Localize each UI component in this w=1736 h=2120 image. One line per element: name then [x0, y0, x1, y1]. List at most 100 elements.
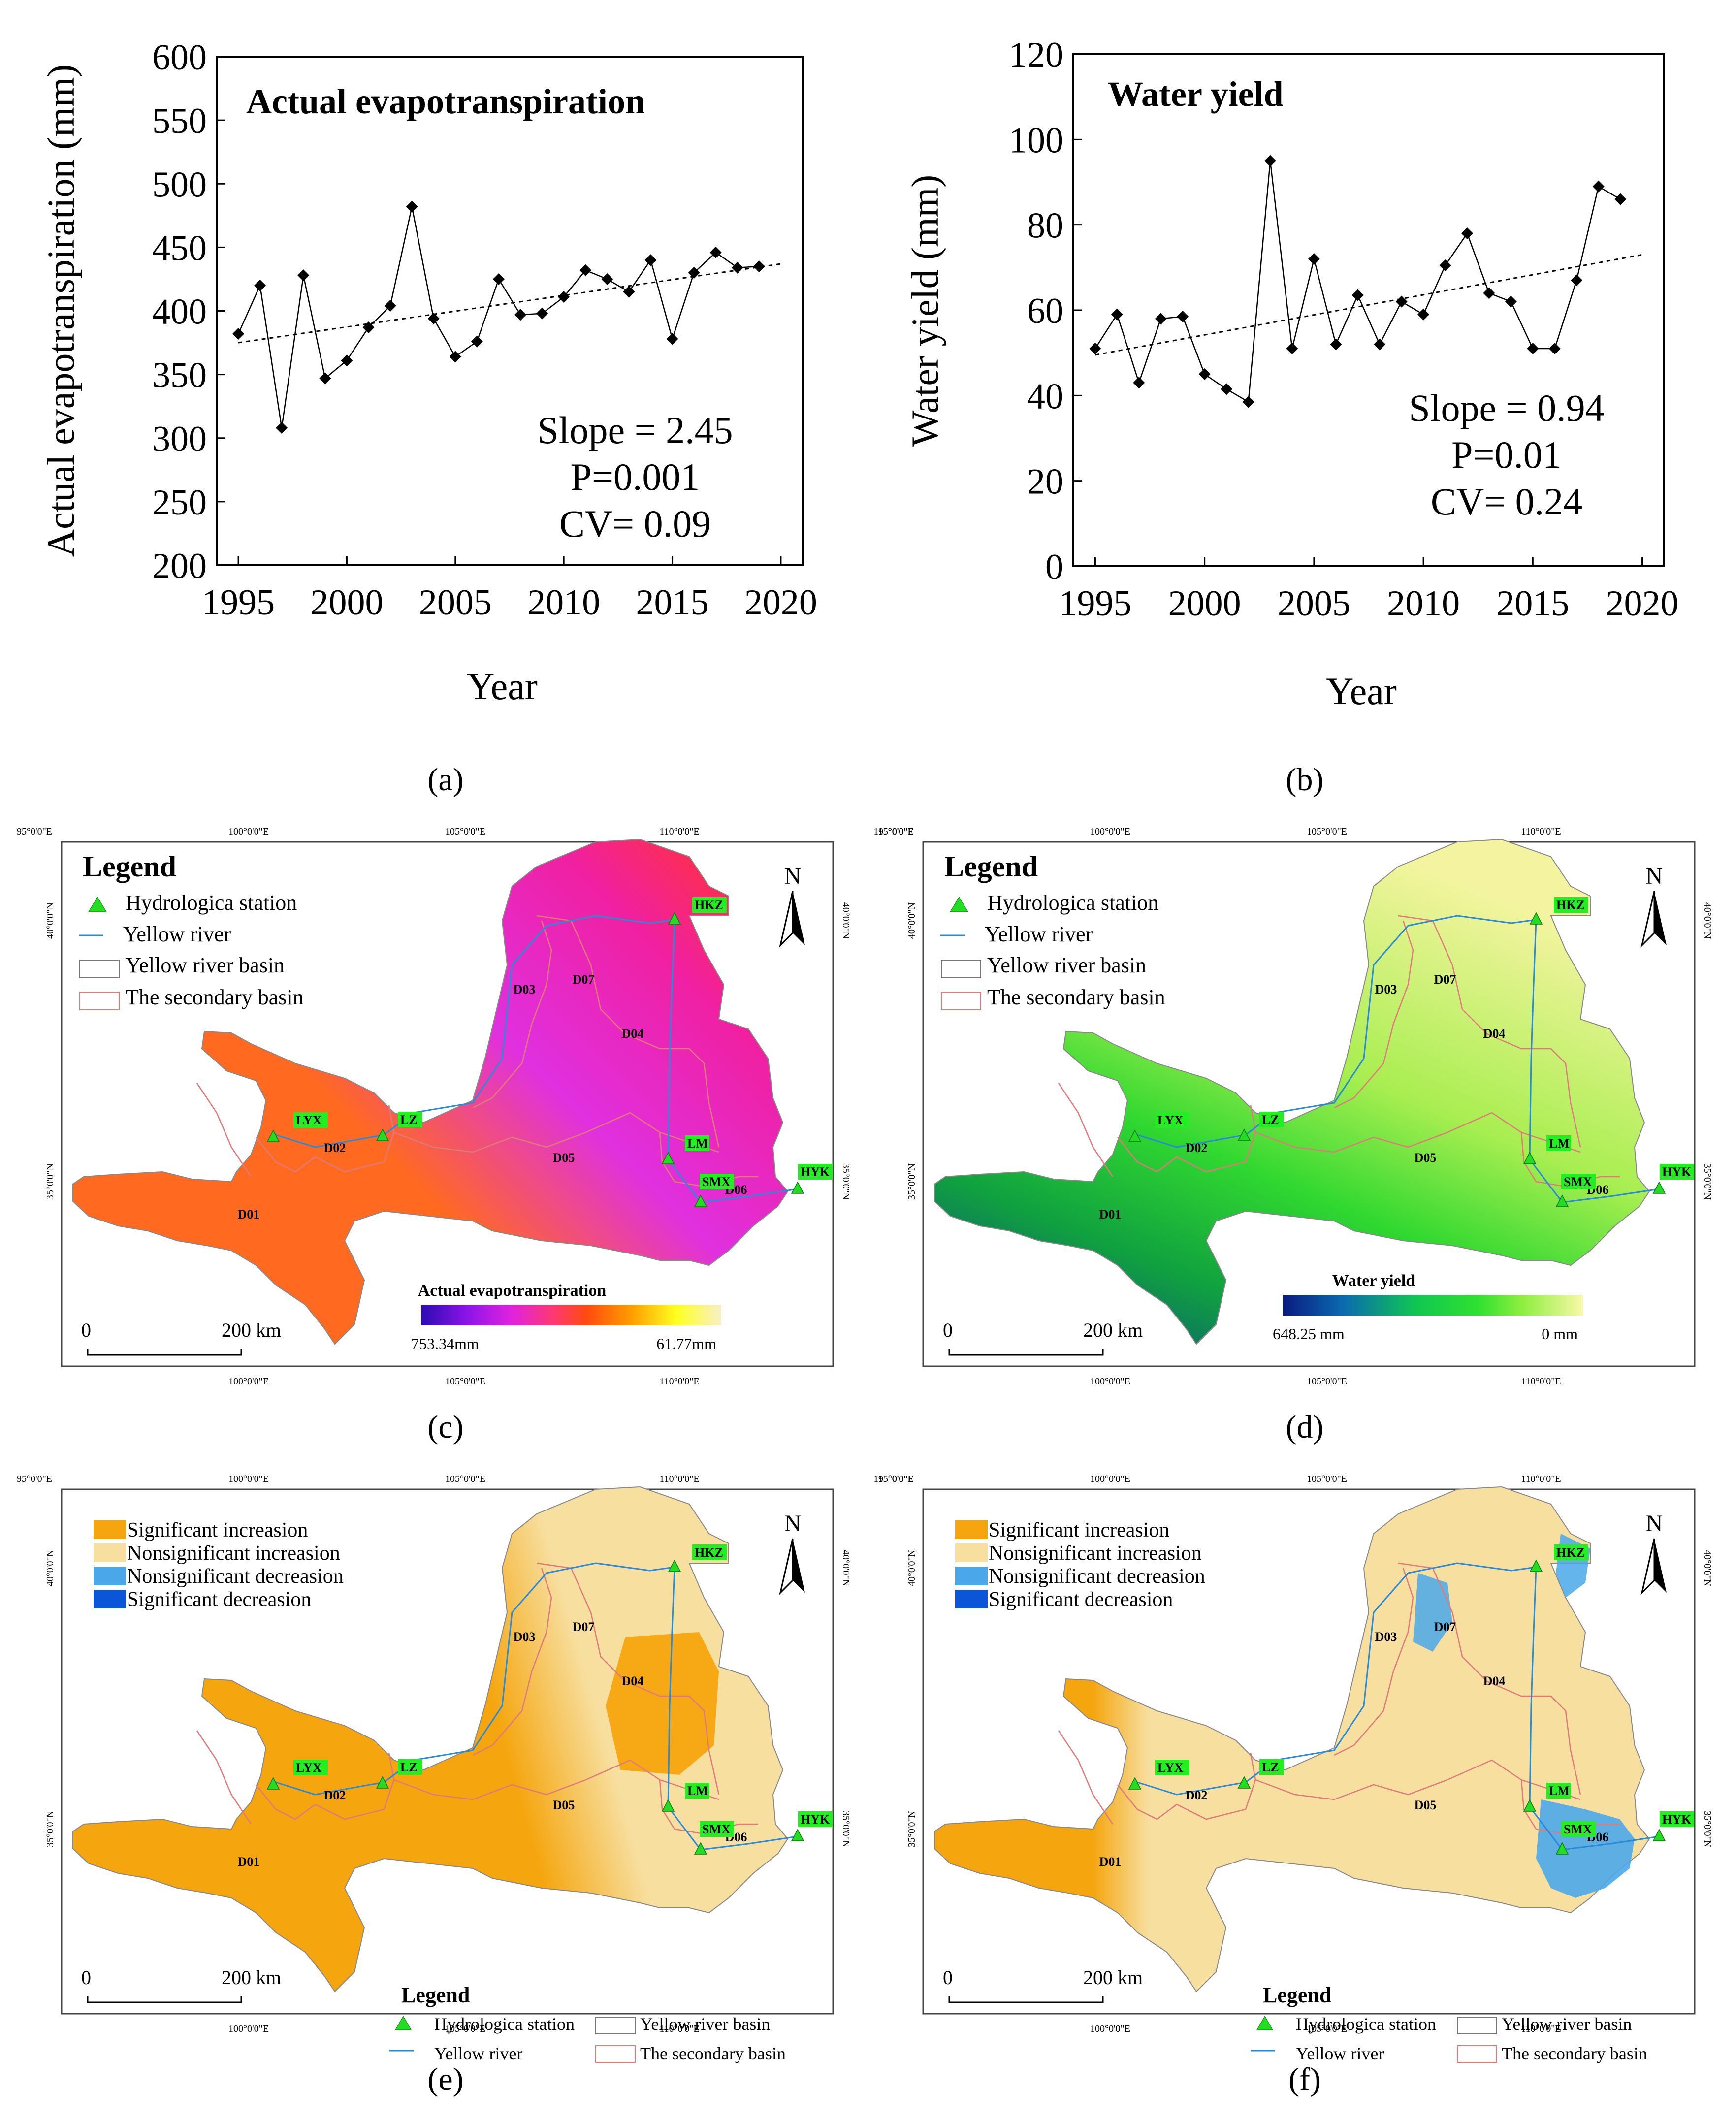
data-point	[449, 351, 461, 363]
lon-label-top: 100°0'0"E	[1090, 1474, 1130, 1484]
y-tick-label: 350	[152, 355, 207, 396]
secondary-basin-boundary	[472, 1568, 552, 1756]
station-marker	[1652, 1829, 1666, 1841]
data-point	[666, 333, 678, 345]
data-point	[1264, 155, 1276, 167]
data-point	[1439, 259, 1451, 271]
data-point	[514, 309, 527, 321]
subbasin-label: D07	[1434, 972, 1456, 987]
basin-legend-icon	[1457, 2017, 1497, 2034]
station-label-bg	[1660, 1164, 1694, 1180]
north-label: N	[784, 1510, 802, 1537]
legend-item-label: Yellow river basin	[640, 2014, 770, 2034]
x-tick-label: 1995	[202, 582, 275, 623]
station-label: LZ	[1262, 1760, 1279, 1774]
axis-ticks: 200 250 300 350 400 450 500 550 600 1995 2000 2005 2…	[152, 37, 817, 623]
station-label-bg	[700, 1821, 734, 1837]
subbasin-label: D05	[1415, 1798, 1437, 1812]
map-panel-e-aet-trend: 95°0'0"E 100°0'0"E 105°0'0"E 110°0'0"E 115°0…	[17, 1474, 914, 2063]
x-axis-label: Year	[1326, 670, 1397, 712]
y-tick-label: 80	[1027, 206, 1063, 246]
secondary-basin-boundary	[1398, 915, 1581, 1148]
secondary-basin-boundary	[196, 1083, 252, 1177]
lon-label-bottom: 110°0'0"E	[659, 1376, 699, 1387]
lon-label-bottom: 100°0'0"E	[1090, 1376, 1130, 1387]
colorbar-max-label: 0 mm	[1542, 1325, 1578, 1343]
legend-item-label: Hydrologica station	[434, 2014, 575, 2034]
map-panel-f-wy-trend: 95°0'0"E 100°0'0"E 105°0'0"E 110°0'0"E 115°0…	[878, 1474, 1736, 2063]
north-label: N	[1646, 1510, 1663, 1537]
scale-zero: 0	[943, 1966, 953, 1989]
station-marker	[791, 1181, 804, 1194]
secondary-basin-boundary	[256, 1105, 395, 1173]
lat-label-left: 40°0'0"N	[45, 902, 56, 939]
subbasin-label: D03	[514, 1630, 536, 1644]
lon-label-top: 95°0'0"E	[878, 826, 914, 837]
subbasin-label: D02	[324, 1141, 346, 1155]
yellow-river-basin	[72, 838, 789, 1345]
legend-title: Legend	[1263, 1983, 1331, 2007]
data-point	[1111, 308, 1123, 321]
panel-label-b: (b)	[1286, 762, 1324, 798]
lon-label-top: 100°0'0"E	[228, 1474, 269, 1484]
chart-title: Actual evapotranspiration	[246, 82, 645, 121]
legend-item-label: Yellow river basin	[126, 953, 285, 977]
panel-label-c: (c)	[427, 1409, 463, 1445]
x-tick-label: 2020	[744, 582, 817, 623]
station-label-bg	[798, 1811, 833, 1827]
trend-class-swatch	[955, 1567, 988, 1585]
north-arrow-icon	[1654, 1539, 1667, 1593]
data-point	[406, 200, 418, 213]
secondary-basin-boundary	[472, 920, 552, 1109]
colorbar-min-label: 648.25 mm	[1273, 1325, 1345, 1343]
data-point	[623, 286, 635, 298]
y-tick-label: 400	[152, 292, 207, 332]
lon-label-bottom: 110°0'0"E	[1521, 2024, 1561, 2034]
colorbar	[421, 1305, 721, 1325]
station-label: LYX	[1157, 1113, 1184, 1127]
subbasin-label: D01	[238, 1207, 260, 1221]
station-label: HYK	[1662, 1165, 1692, 1179]
scale-bar	[948, 1349, 1104, 1356]
y-tick-label: 120	[1009, 35, 1063, 75]
data-point	[1527, 343, 1539, 354]
secondary-basin-boundary	[536, 1562, 720, 1795]
data-point	[1133, 377, 1145, 389]
axis-ticks: 0 20 40 60 80 100 120 1995 2000 2005 2010 2015 2020	[1009, 35, 1679, 624]
increase-zone	[606, 1632, 719, 1775]
x-tick-label: 2020	[1606, 583, 1679, 624]
scale-label: 200 km	[1083, 1966, 1143, 1989]
station-legend-icon	[88, 897, 107, 912]
station-label: LM	[687, 1136, 708, 1151]
y-tick-label: 450	[152, 228, 207, 268]
subbasin-label: D07	[573, 972, 595, 987]
colorbar-title: Actual evapotranspiration	[418, 1282, 607, 1300]
station-label: HYK	[1662, 1812, 1692, 1827]
p-value-text: P=0.01	[1451, 433, 1562, 476]
y-tick-label: 60	[1027, 291, 1063, 331]
trend-class-label: Nonsignificant increasion	[989, 1542, 1202, 1565]
trend-class-label: Significant decreasion	[989, 1588, 1173, 1611]
station-label: LYX	[296, 1113, 322, 1127]
station-label-bg	[1155, 1760, 1189, 1775]
station-label-bg	[1546, 1783, 1571, 1799]
north-arrow-icon	[793, 891, 805, 945]
lon-label-top: 115°0'0"E	[1735, 1474, 1736, 1484]
data-point	[1571, 274, 1583, 287]
chart-actual-evapotranspiration: Actual evapotranspiration Actual evapotr…	[39, 37, 817, 707]
scale-label: 200 km	[222, 1319, 281, 1341]
subbasin-label: D02	[1186, 1788, 1208, 1802]
legend-title: Legend	[944, 850, 1038, 883]
station-marker	[376, 1128, 389, 1141]
legend-title: Legend	[83, 850, 176, 883]
data-point	[1155, 313, 1167, 325]
station-marker	[668, 912, 681, 925]
colorbar-min-label: 753.34mm	[411, 1335, 479, 1352]
north-arrow-icon	[1640, 1538, 1655, 1595]
map-frame	[922, 1488, 1696, 2015]
legend-item-label: Yellow river	[1296, 2044, 1384, 2063]
scale-bar	[87, 1349, 242, 1356]
panel-label-d: (d)	[1286, 1409, 1324, 1445]
station-label: SMX	[702, 1822, 731, 1836]
